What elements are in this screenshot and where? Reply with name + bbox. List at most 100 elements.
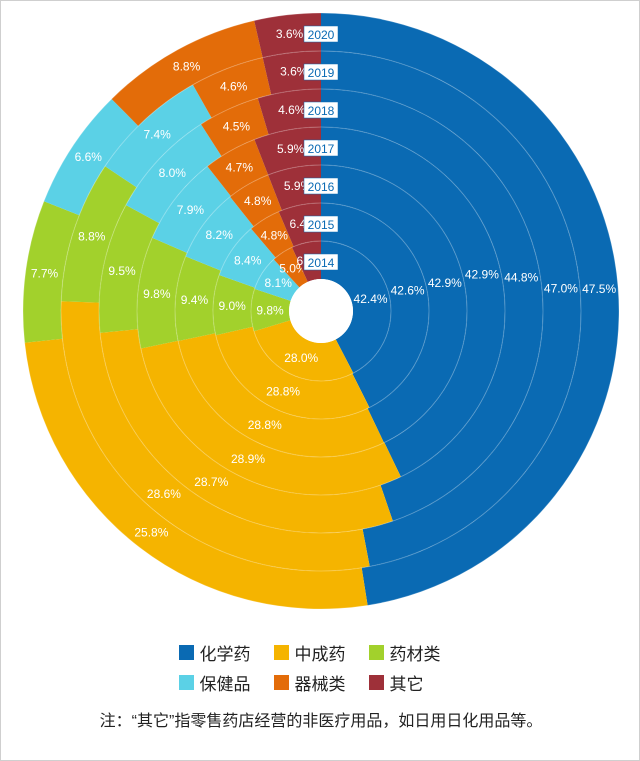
ring-separator [174, 164, 468, 458]
ring-2018: 44.8% 28.7% 9.5% 8.0% 4.5% 4.6% [98, 88, 544, 534]
year-tag-2015: 2015 [303, 215, 339, 233]
radial-ring-chart: 47.5% 25.8% 7.7% 6.6% 8.8% 3.6% 47.0% 28.6% 8.8%… [22, 12, 620, 610]
value-label-medical-devices-2018: 4.5% [223, 119, 251, 133]
value-label-herbal-materials-2014: 9.8% [256, 303, 284, 317]
ring-2020: 47.5% 25.8% 7.7% 6.6% 8.8% 3.6% [22, 12, 620, 610]
segment-herbal-materials-2016 [175, 256, 221, 342]
segment-medical-devices-2020 [111, 20, 263, 127]
segment-medical-devices-2016 [230, 174, 282, 227]
value-label-herbal-materials-2020: 7.7% [31, 266, 59, 280]
year-label: 2020 [308, 28, 335, 42]
legend-item-health-products: 保健品 [178, 670, 274, 695]
value-label-chemical-drugs-2015: 42.6% [391, 283, 425, 297]
value-label-medical-devices-2019: 4.6% [220, 79, 248, 93]
value-label-herbal-materials-2016: 9.4% [181, 293, 209, 307]
segment-chemical-drugs-2019 [321, 51, 582, 567]
ring-2016: 42.9%28.8%9.4%8.2%4.8%5.9% [174, 164, 468, 458]
segment-herbal-materials-2018 [99, 205, 160, 333]
value-label-health-products-2017: 7.9% [177, 203, 205, 217]
year-tag-2014: 2014 [303, 253, 339, 271]
year-label: 2019 [308, 66, 335, 80]
segment-others-2019 [262, 51, 321, 95]
legend-swatch-chinese-patent-medicine [273, 645, 289, 660]
ring-separator [136, 126, 506, 496]
segment-chemical-drugs-2017 [321, 127, 506, 477]
ring-separator [250, 240, 392, 382]
segment-chemical-drugs-2014 [321, 241, 392, 374]
segment-health-products-2014 [254, 259, 300, 301]
segment-medical-devices-2015 [251, 211, 294, 258]
value-label-chemical-drugs-2019: 47.0% [544, 281, 578, 295]
value-label-medical-devices-2020: 8.8% [173, 60, 201, 74]
segment-chinese-patent-medicine-2018 [100, 329, 393, 533]
segment-herbal-materials-2020 [23, 201, 80, 343]
segment-chinese-patent-medicine-2017 [140, 340, 401, 495]
value-label-chinese-patent-medicine-2019: 28.6% [147, 487, 181, 501]
segment-chinese-patent-medicine-2014 [253, 320, 354, 381]
center-hole [289, 279, 353, 343]
segment-others-2016 [268, 165, 321, 211]
segment-chinese-patent-medicine-2019 [60, 301, 370, 572]
value-label-medical-devices-2014: 5.0% [279, 261, 307, 275]
value-label-herbal-materials-2015: 9.0% [218, 299, 246, 313]
segment-medical-devices-2019 [192, 57, 272, 118]
value-label-others-2020: 3.6% [276, 27, 304, 41]
ring-2015: 42.6%28.8%9.0%8.4%4.8%6.4% [212, 202, 430, 420]
legend-label-chemical-drugs: 化学药 [199, 645, 251, 664]
value-label-herbal-materials-2017: 9.8% [143, 287, 171, 301]
segment-chemical-drugs-2020 [321, 13, 619, 606]
year-label: 2017 [308, 142, 335, 156]
value-label-health-products-2020: 6.6% [75, 150, 103, 164]
year-label: 2018 [308, 104, 335, 118]
legend-swatch-others [368, 675, 384, 690]
segment-health-products-2020 [43, 98, 139, 216]
value-label-medical-devices-2017: 4.7% [226, 161, 254, 175]
value-label-health-products-2015: 8.4% [234, 254, 262, 268]
segment-chinese-patent-medicine-2016 [178, 333, 384, 457]
segment-chemical-drugs-2018 [321, 89, 543, 522]
ring-separator [212, 202, 430, 420]
value-label-chinese-patent-medicine-2016: 28.8% [248, 418, 282, 432]
segment-herbal-materials-2019 [61, 166, 137, 303]
legend-label-medical-devices: 器械类 [294, 675, 346, 694]
value-label-chinese-patent-medicine-2014: 28.0% [284, 351, 318, 365]
value-label-chinese-patent-medicine-2020: 25.8% [134, 526, 168, 540]
segment-others-2020 [254, 13, 321, 58]
ring-separator [98, 88, 544, 534]
segment-chemical-drugs-2016 [321, 165, 468, 443]
value-label-others-2019: 3.6% [280, 65, 308, 79]
year-tag-2020: 2020 [303, 25, 339, 43]
value-label-medical-devices-2015: 4.8% [261, 228, 289, 242]
ring-separator [60, 50, 582, 572]
segment-health-products-2017 [152, 166, 231, 253]
legend-label-others: 其它 [389, 675, 424, 694]
value-label-health-products-2016: 8.2% [206, 228, 234, 242]
value-label-chemical-drugs-2018: 44.8% [504, 271, 538, 285]
year-tag-2017: 2017 [303, 139, 339, 157]
value-label-chinese-patent-medicine-2018: 28.7% [194, 475, 228, 489]
segment-herbal-materials-2017 [137, 237, 188, 349]
value-label-chinese-patent-medicine-2015: 28.8% [266, 385, 300, 399]
year-label: 2015 [308, 218, 335, 232]
legend-label-chinese-patent-medicine: 中成药 [294, 645, 346, 664]
legend-item-herbal-materials: 药材类 [368, 640, 464, 665]
segment-medical-devices-2018 [200, 98, 269, 157]
value-label-health-products-2019: 7.4% [143, 127, 171, 141]
legend-label-health-products: 保健品 [199, 675, 251, 694]
value-label-chemical-drugs-2014: 42.4% [354, 292, 388, 306]
segment-herbal-materials-2015 [212, 275, 255, 336]
ring-2014: 42.4%28.0%9.8%8.1%5.0%6.8% [250, 240, 392, 382]
segment-health-products-2015 [219, 228, 276, 288]
value-label-others-2018: 4.6% [278, 103, 306, 117]
value-label-health-products-2014: 8.1% [265, 276, 293, 290]
value-label-herbal-materials-2019: 8.8% [78, 230, 106, 244]
legend-item-medical-devices: 器械类 [273, 670, 369, 695]
footnote: 注：“其它”指零售药店经营的非医疗用品，如日用日化用品等。 [99, 713, 543, 730]
segment-others-2018 [257, 89, 321, 135]
segment-chinese-patent-medicine-2015 [215, 326, 370, 419]
legend-label-herbal-materials: 药材类 [389, 645, 441, 664]
legend-swatch-herbal-materials [368, 645, 384, 660]
legend-swatch-medical-devices [273, 675, 289, 690]
segment-health-products-2018 [125, 124, 222, 224]
